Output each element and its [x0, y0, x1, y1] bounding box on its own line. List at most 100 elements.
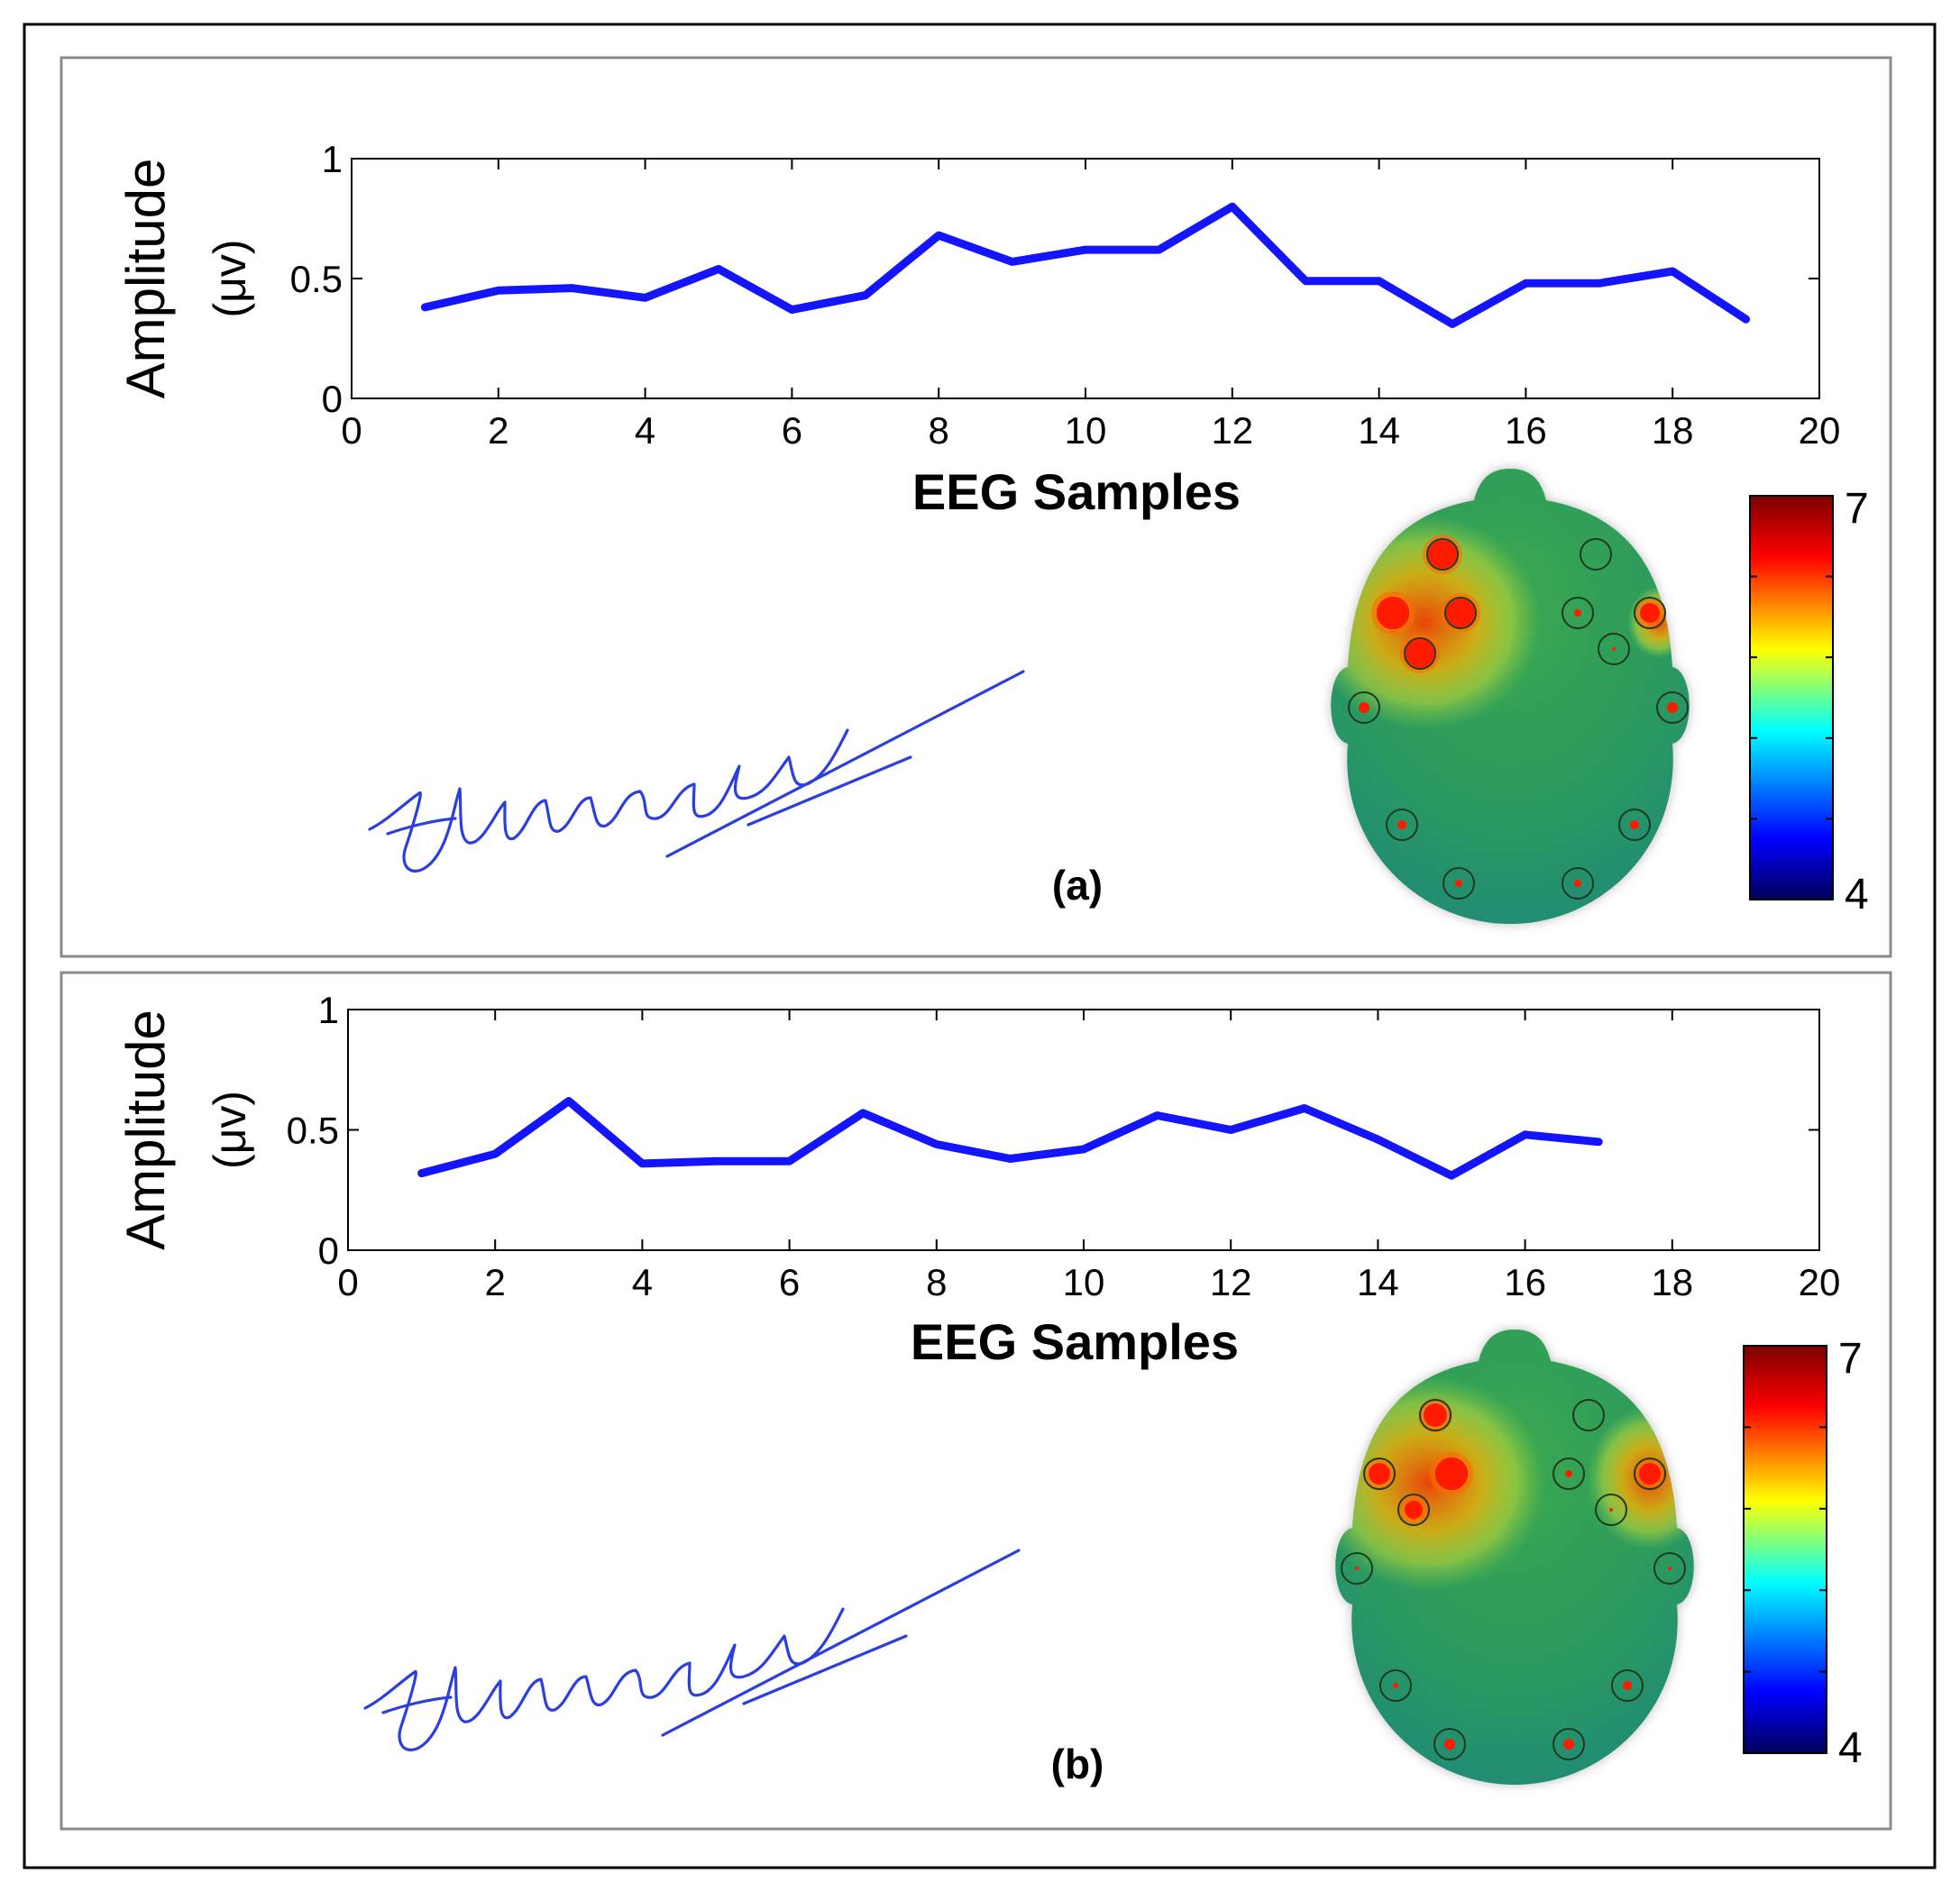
electrode-value [1623, 1681, 1632, 1690]
electrode [1444, 597, 1477, 629]
data-point [717, 267, 720, 270]
x-tick-label: 10 [1065, 409, 1107, 452]
x-tick-label: 6 [782, 409, 802, 452]
electrode [1634, 1458, 1666, 1490]
electrode [1419, 1399, 1452, 1431]
electrode [1363, 1458, 1396, 1490]
x-tick-label: 0 [341, 409, 362, 452]
electrode-value [1406, 639, 1434, 668]
signature-stroke [665, 670, 1025, 858]
electrode [1404, 637, 1436, 670]
y-tick-label: 0.5 [290, 258, 343, 300]
x-tick-label: 8 [926, 1261, 947, 1303]
x-tick-label: 4 [632, 1261, 653, 1303]
x-tick-label: 14 [1358, 409, 1400, 452]
x-tick-label: 10 [1063, 1261, 1105, 1303]
data-point [1157, 248, 1160, 251]
electrode [1656, 691, 1689, 724]
data-point [1524, 1133, 1527, 1137]
electrode-value [1668, 1567, 1671, 1570]
electrode [1552, 1728, 1585, 1760]
electrode-value [1405, 1501, 1423, 1519]
electrode-value [1359, 702, 1369, 713]
electrode [1397, 1494, 1430, 1526]
data-point [790, 308, 793, 312]
data-point [640, 1162, 644, 1165]
data-point [937, 233, 940, 237]
electrode-value [1630, 820, 1639, 829]
signature-stroke [386, 817, 457, 836]
colorbar-max-label: 7 [1838, 1335, 1863, 1383]
data-point [1084, 248, 1087, 251]
x-tick-label: 2 [485, 1261, 506, 1303]
electrode [1634, 597, 1666, 629]
electrode [1572, 1399, 1605, 1431]
electrode [1426, 538, 1459, 571]
x-tick-label: 12 [1210, 1261, 1252, 1303]
y-tick-label: 1 [318, 989, 339, 1031]
data-point [864, 294, 867, 297]
data-point [714, 1159, 718, 1163]
electrode [1386, 809, 1418, 841]
data-point [1450, 1174, 1453, 1177]
colorbar-min-label: 4 [1845, 871, 1869, 919]
x-tick-label: 8 [929, 409, 949, 452]
x-axis-label: EEG Samples [912, 463, 1241, 520]
data-point [1376, 1138, 1379, 1141]
electrode-value [1369, 1463, 1390, 1485]
data-point [644, 296, 647, 299]
electrode-value [1428, 540, 1457, 569]
electrode [1341, 1552, 1373, 1585]
x-axis-label: EEG Samples [911, 1313, 1239, 1370]
y-tick-label: 0 [322, 378, 343, 420]
electrode-value [1435, 1458, 1468, 1490]
plot-b: 0 2 4 6 8 10 12 14 16 18 20 0 0.5 1 EEG Samples Amplitu… [115, 989, 1840, 1370]
electrode-value [1377, 597, 1409, 629]
x-tick-label: 6 [779, 1261, 800, 1303]
electrode [1552, 1458, 1585, 1490]
electrode [1562, 597, 1594, 629]
signature-stroke [746, 755, 912, 827]
panel-b: 0 2 4 6 8 10 12 14 16 18 20 0 0.5 1 EEG Samples Amplitu… [60, 971, 1892, 1831]
signature-a [368, 670, 1025, 873]
electrode-value [1565, 1470, 1572, 1477]
data-point [493, 1152, 497, 1156]
data-point [420, 1172, 424, 1175]
data-point [423, 306, 426, 309]
y-tick-label: 0.5 [287, 1110, 339, 1152]
data-point [1156, 1113, 1159, 1117]
electrode [1611, 1669, 1644, 1702]
data-point [1745, 317, 1748, 321]
x-tick-label: 14 [1357, 1261, 1399, 1303]
data-point [1671, 270, 1674, 273]
plot-a: 0 2 4 6 8 10 12 14 16 18 20 0 0.5 1 EEG Samples Amplitu… [115, 138, 1840, 520]
data-point [1304, 279, 1307, 283]
data-point [1378, 279, 1381, 283]
electrode [1348, 691, 1380, 724]
data-point [1597, 1140, 1600, 1144]
electrode [1562, 867, 1594, 900]
x-tick-label: 16 [1505, 409, 1547, 452]
outer-frame [23, 23, 1937, 1869]
data-point [1008, 1157, 1012, 1161]
plot-area [351, 158, 1820, 399]
topomap-b: 74 [1335, 1330, 1863, 1785]
y-axis-unit: (μv) [205, 1091, 255, 1169]
colorbar-min-label: 4 [1838, 1724, 1863, 1772]
signature-stroke [363, 1607, 845, 1751]
x-tick-label: 12 [1211, 409, 1253, 452]
electrode-value [1612, 647, 1616, 651]
colorbar [1749, 495, 1834, 900]
x-tick-label: 4 [635, 409, 655, 452]
electrode-value [1640, 603, 1660, 623]
electrode [1598, 633, 1630, 665]
signature-stroke [742, 1634, 908, 1705]
panel-b-border [60, 971, 1892, 1831]
x-tick-label: 2 [488, 409, 508, 452]
panel-a: 0 2 4 6 8 10 12 14 16 18 20 0 0.5 1 EEG Samples Amplitu… [60, 56, 1892, 958]
data-point [935, 1143, 939, 1147]
signature-stroke [381, 1695, 453, 1714]
electrode-value [1574, 880, 1581, 887]
y-tick-label: 1 [322, 138, 343, 180]
